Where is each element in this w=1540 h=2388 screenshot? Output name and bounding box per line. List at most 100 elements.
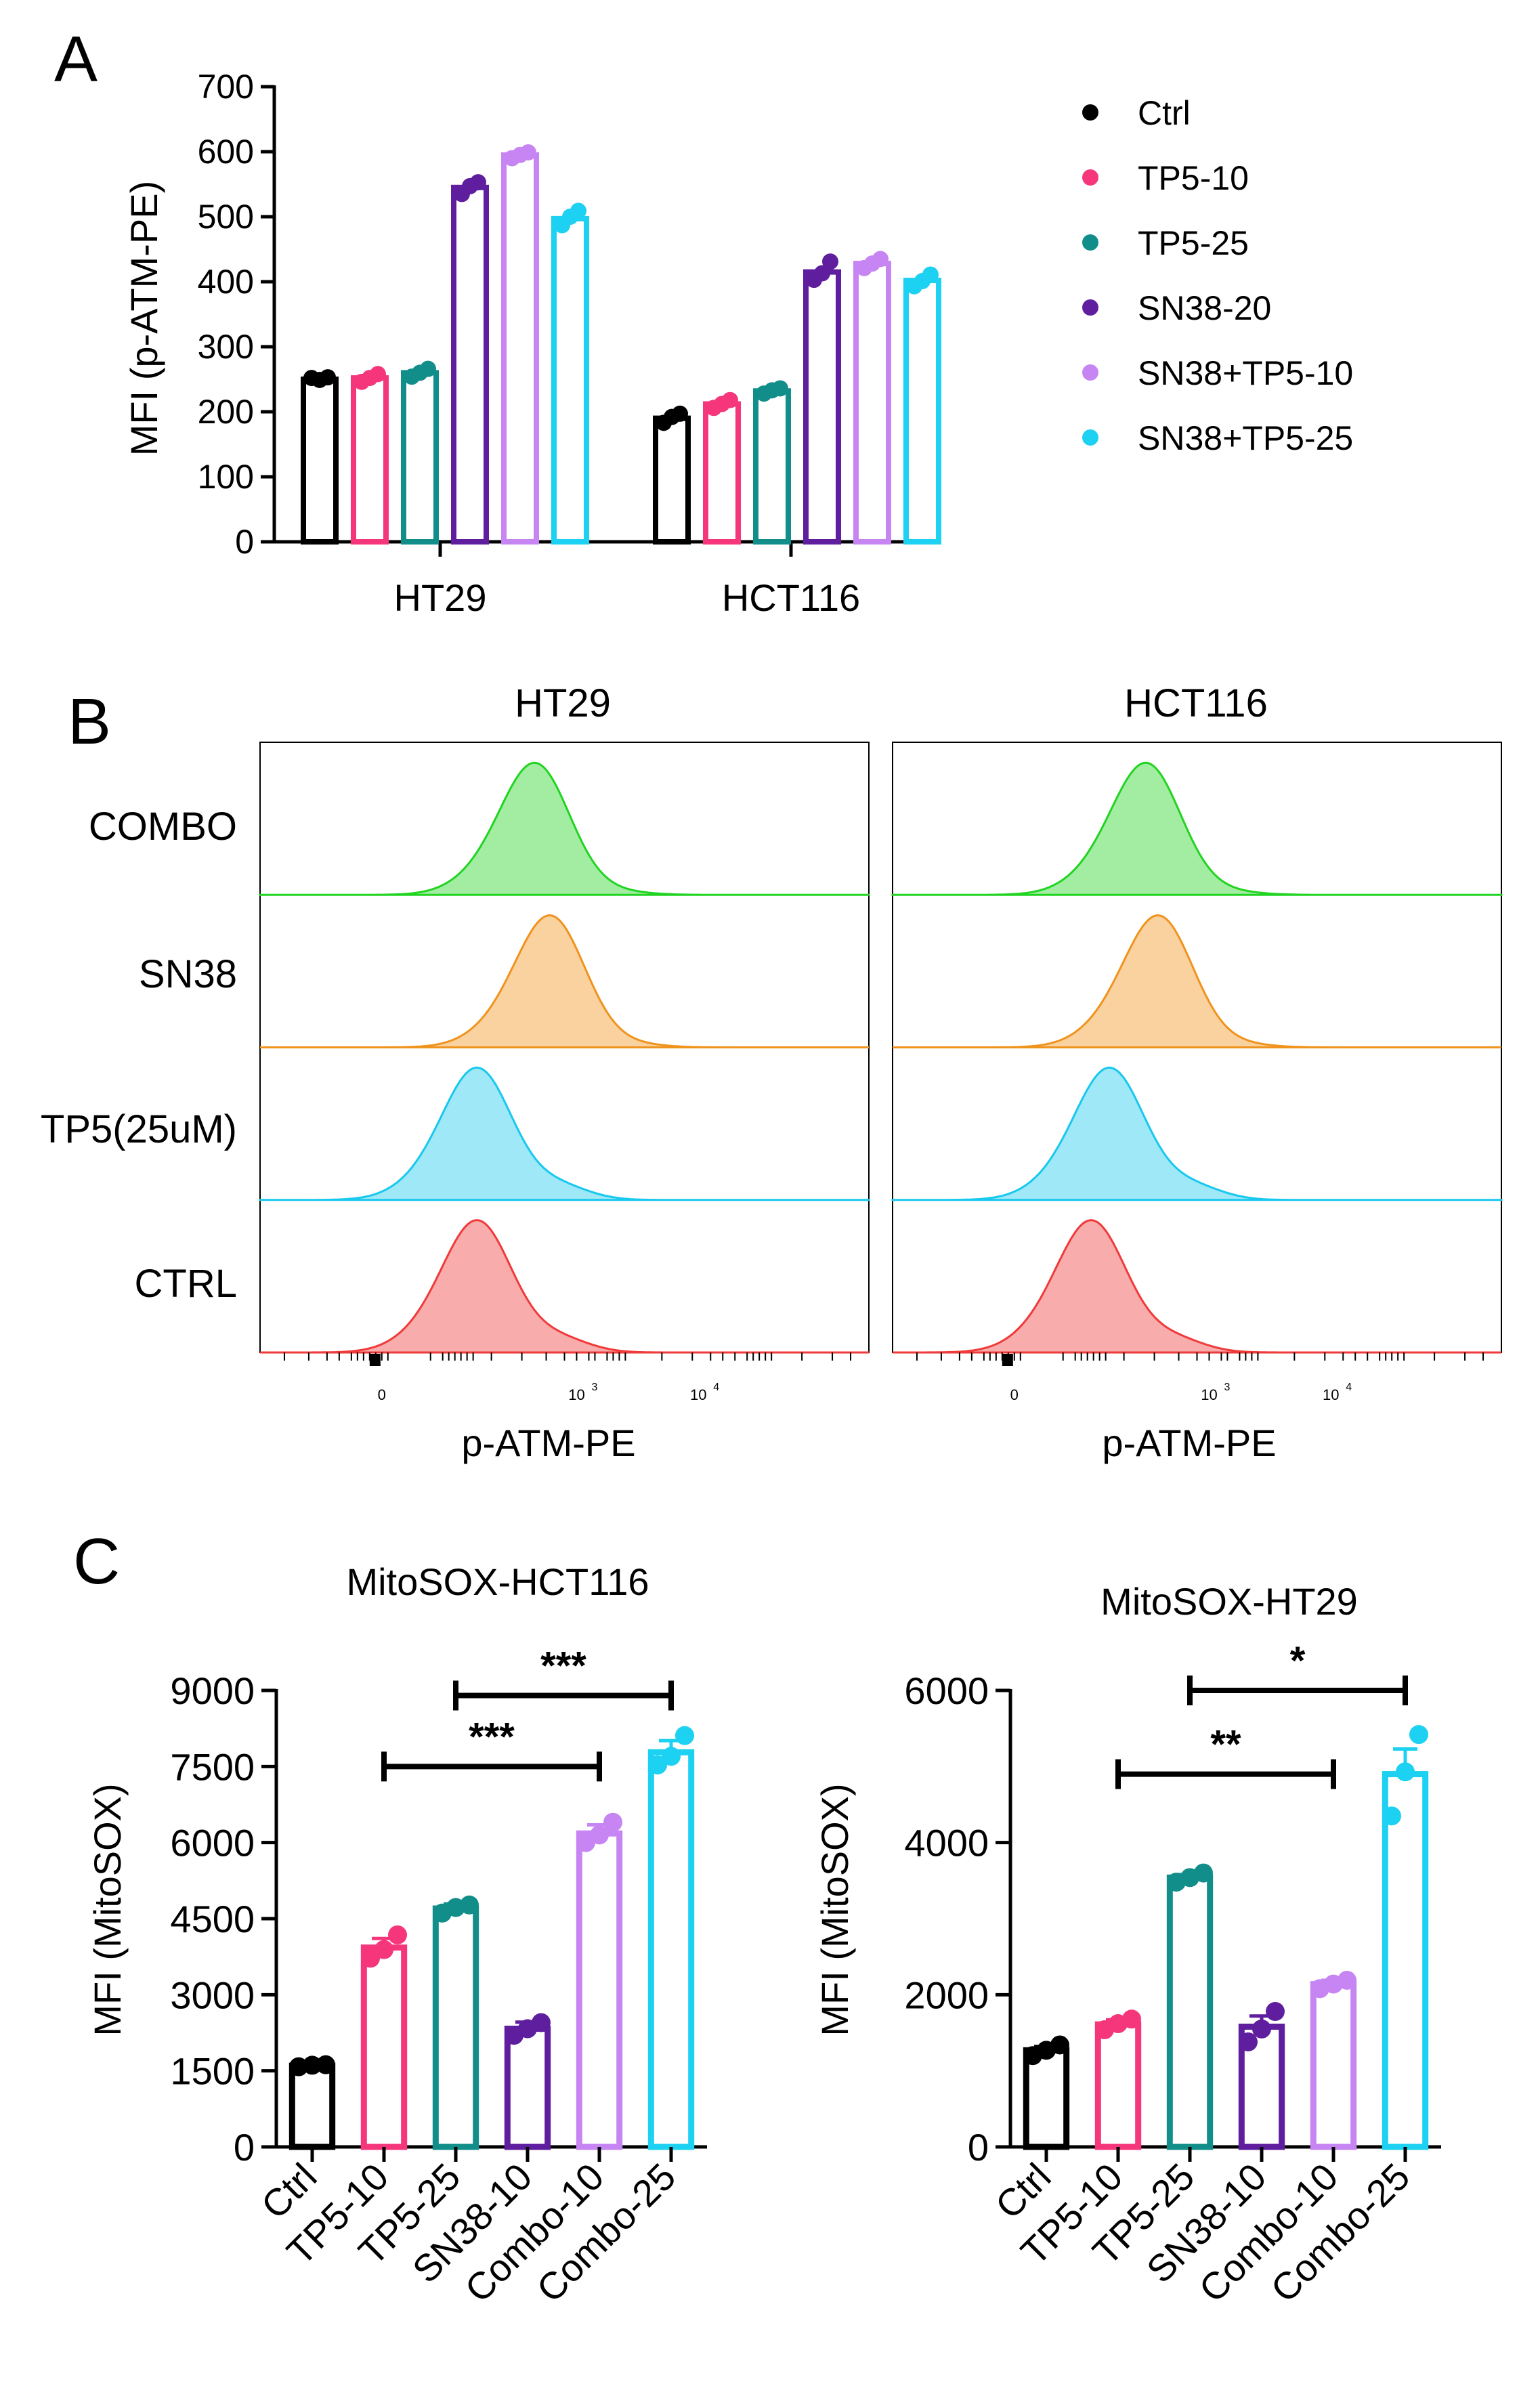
chart-c1-point-sn38-10 <box>532 2013 551 2032</box>
chart-a-legend-marker-sn38-tp5-10 <box>1082 364 1098 381</box>
chart-a-point-sn38-tp5-25 <box>570 202 586 219</box>
chart-c1-title: MitoSOX-HCT116 <box>346 1560 649 1603</box>
chart-c2-y-tick-label: 6000 <box>904 1669 989 1712</box>
chart-b-zero-marker-right <box>1002 1354 1013 1366</box>
chart-a-y-tick-label: 100 <box>198 458 254 496</box>
chart-a-y-ticks: 0 100 200 300 400 500 600 700 <box>198 68 274 561</box>
chart-c2-point-combo-10 <box>1338 1970 1356 1990</box>
chart-b-flow-histograms: HT29 HCT116 COMBO SN38 TP5(25uM) CTRL 0 1… <box>41 681 1503 1464</box>
chart-b-x-tick-label-left: 10 <box>568 1386 584 1403</box>
chart-a-bar-tp5-25-ht29 <box>401 370 439 545</box>
chart-a-y-tick-label: 300 <box>198 328 254 366</box>
chart-c1-point-ctrl <box>303 2055 322 2075</box>
chart-a-legend-marker-tp5-10 <box>1082 169 1098 186</box>
chart-a-bar-ctrl-hct116 <box>653 415 691 545</box>
chart-a-y-tick-label: 700 <box>198 68 254 106</box>
chart-c2-point-combo-25 <box>1396 1762 1415 1782</box>
chart-b-x-tick-label-right: 10 <box>1201 1386 1217 1403</box>
chart-a-legend-label-tp5-25: TP5-25 <box>1138 224 1249 262</box>
chart-b-row-label-tp5: TP5(25uM) <box>41 1107 237 1151</box>
chart-a-legend-label-ctrl: Ctrl <box>1138 94 1191 132</box>
chart-c-mitosox-ht29: MitoSOX-HT29 MFI (MitoSOX) 0 2000 4000 6000… <box>813 1580 1441 2310</box>
chart-c1-bar-tp5-25 <box>432 1905 479 2150</box>
chart-b-row-label-sn38: SN38 <box>139 952 237 996</box>
chart-a-bar-tp5-25-hct116 <box>753 388 791 545</box>
chart-c1-y-tick-label: 4500 <box>170 1898 255 1940</box>
chart-a-category-hct116: HCT116 <box>722 576 860 619</box>
chart-b-column-title-hct116: HCT116 <box>1124 681 1268 725</box>
chart-a-bar-sn38-tp5-10-hct116 <box>853 261 891 545</box>
chart-a-legend-label-sn38-tp5-10: SN38+TP5-10 <box>1138 354 1353 392</box>
panel-letter-c: C <box>73 1525 120 1598</box>
chart-c2-bar-tp5-25 <box>1166 1874 1214 2150</box>
chart-a-point-sn38-20 <box>822 253 838 270</box>
chart-b-x-tick-label-right: 10 <box>1323 1386 1339 1403</box>
chart-a-legend-label-sn38-tp5-25: SN38+TP5-25 <box>1138 419 1353 457</box>
chart-b-x-tick-label-left: 10 <box>690 1386 706 1403</box>
chart-c1-point-combo-10 <box>603 1812 622 1832</box>
chart-c1-point-tp5-10 <box>388 1925 407 1944</box>
panel-letter-a: A <box>54 23 98 95</box>
chart-a-point-tp5-10 <box>370 366 386 383</box>
chart-c1-y-tick-label: 7500 <box>170 1745 255 1788</box>
chart-c1-point-ctrl <box>316 2055 335 2074</box>
chart-c1-point-combo-10 <box>590 1825 609 1845</box>
chart-a-y-axis-title: MFI (p-ATM-PE) <box>123 181 165 456</box>
chart-b-histogram-panels: 0 10 3 10 4 0 10 3 10 4 <box>259 742 1503 1403</box>
chart-c2-point-tp5-25 <box>1194 1863 1213 1883</box>
chart-b-histogram-ctrl-right <box>893 1219 1501 1354</box>
chart-b-histogram-ctrl-left <box>260 1219 869 1354</box>
chart-c1-bar-sn38-10 <box>504 2026 551 2150</box>
chart-a-legend-marker-sn38-20 <box>1082 299 1098 316</box>
chart-a-y-tick-label: 500 <box>198 198 254 236</box>
chart-c2-point-sn38-10 <box>1266 2002 1285 2022</box>
chart-c1-bar-ctrl <box>288 2062 336 2150</box>
chart-a-legend: Ctrl TP5-10 TP5-25 SN38-20 SN38+TP5-10 SN38+T… <box>1082 94 1353 457</box>
chart-c1-bar-combo-25 <box>647 1749 695 2150</box>
chart-b-histogram-sn38-right <box>893 914 1501 1048</box>
chart-a-y-tick-label: 400 <box>198 263 254 301</box>
chart-a-category-ht29: HT29 <box>394 576 487 619</box>
chart-b-histogram-combo-left <box>259 761 870 896</box>
chart-a-point-tp5-10 <box>722 391 738 408</box>
chart-c1-point-combo-25 <box>648 1755 667 1775</box>
chart-b-x-tick-exponent-right: 3 <box>1224 1382 1230 1393</box>
chart-c2-y-tick-label: 0 <box>968 2126 989 2169</box>
chart-c2-y-tick-label: 4000 <box>904 1822 989 1864</box>
chart-c1-plot-area: 0150030004500600075009000CtrlTP5-10TP5-2… <box>170 1644 707 2310</box>
chart-b-row-label-combo: COMBO <box>89 805 237 849</box>
chart-b-x-axis-title-left: p-ATM-PE <box>461 1422 635 1464</box>
chart-b-row-label-ctrl: CTRL <box>135 1262 237 1306</box>
chart-c1-point-tp5-10 <box>375 1940 393 1959</box>
chart-c2-bar-combo-10 <box>1310 1981 1357 2150</box>
chart-a-legend-label-sn38-20: SN38-20 <box>1138 289 1271 327</box>
chart-b-x-tick-label-right: 0 <box>1010 1386 1019 1403</box>
chart-c1-point-combo-25 <box>662 1747 681 1766</box>
chart-c-mitosox-hct116: MitoSOX-HCT116 MFI (MitoSOX) 0 1500 3000 45… <box>86 1560 707 2310</box>
chart-a-bar-sn38-tp5-10-ht29 <box>501 152 539 545</box>
chart-b-column-title-ht29: HT29 <box>515 681 611 725</box>
chart-a-bar-sn38-tp5-25-ht29 <box>551 215 589 545</box>
chart-a-y-tick-label: 600 <box>198 133 254 171</box>
chart-c1-significance-label: *** <box>540 1644 586 1688</box>
chart-c2-bar-combo-25 <box>1382 1771 1429 2150</box>
chart-a-pATM-bars: 0 100 200 300 400 500 600 700 MFI (p-ATM-PE) HT… <box>123 68 1353 619</box>
chart-b-x-tick-exponent-right: 4 <box>1346 1382 1352 1393</box>
chart-c1-y-tick-label: 6000 <box>170 1822 255 1864</box>
chart-c2-point-ctrl <box>1050 2035 1069 2055</box>
chart-c1-point-tp5-25 <box>460 1895 479 1915</box>
chart-c1-y-axis-title: MFI (MitoSOX) <box>86 1783 129 2036</box>
chart-c2-point-sn38-10 <box>1252 2019 1271 2039</box>
chart-a-bars <box>301 144 941 545</box>
chart-c1-y-tick-label: 9000 <box>170 1669 255 1712</box>
chart-b-x-tick-label-left: 0 <box>378 1386 386 1403</box>
chart-c1-point-tp5-10 <box>361 1948 380 1968</box>
chart-a-point-sn38-tp5-10 <box>520 144 536 161</box>
chart-c2-point-sn38-10 <box>1239 2032 1258 2051</box>
chart-a-y-tick-label: 0 <box>235 523 254 561</box>
chart-c2-point-combo-25 <box>1382 1806 1401 1826</box>
chart-b-x-tick-exponent-left: 3 <box>591 1382 597 1393</box>
chart-a-bar-tp5-10-hct116 <box>703 401 741 545</box>
chart-b-histogram-tp5-25um-right <box>891 1066 1503 1201</box>
